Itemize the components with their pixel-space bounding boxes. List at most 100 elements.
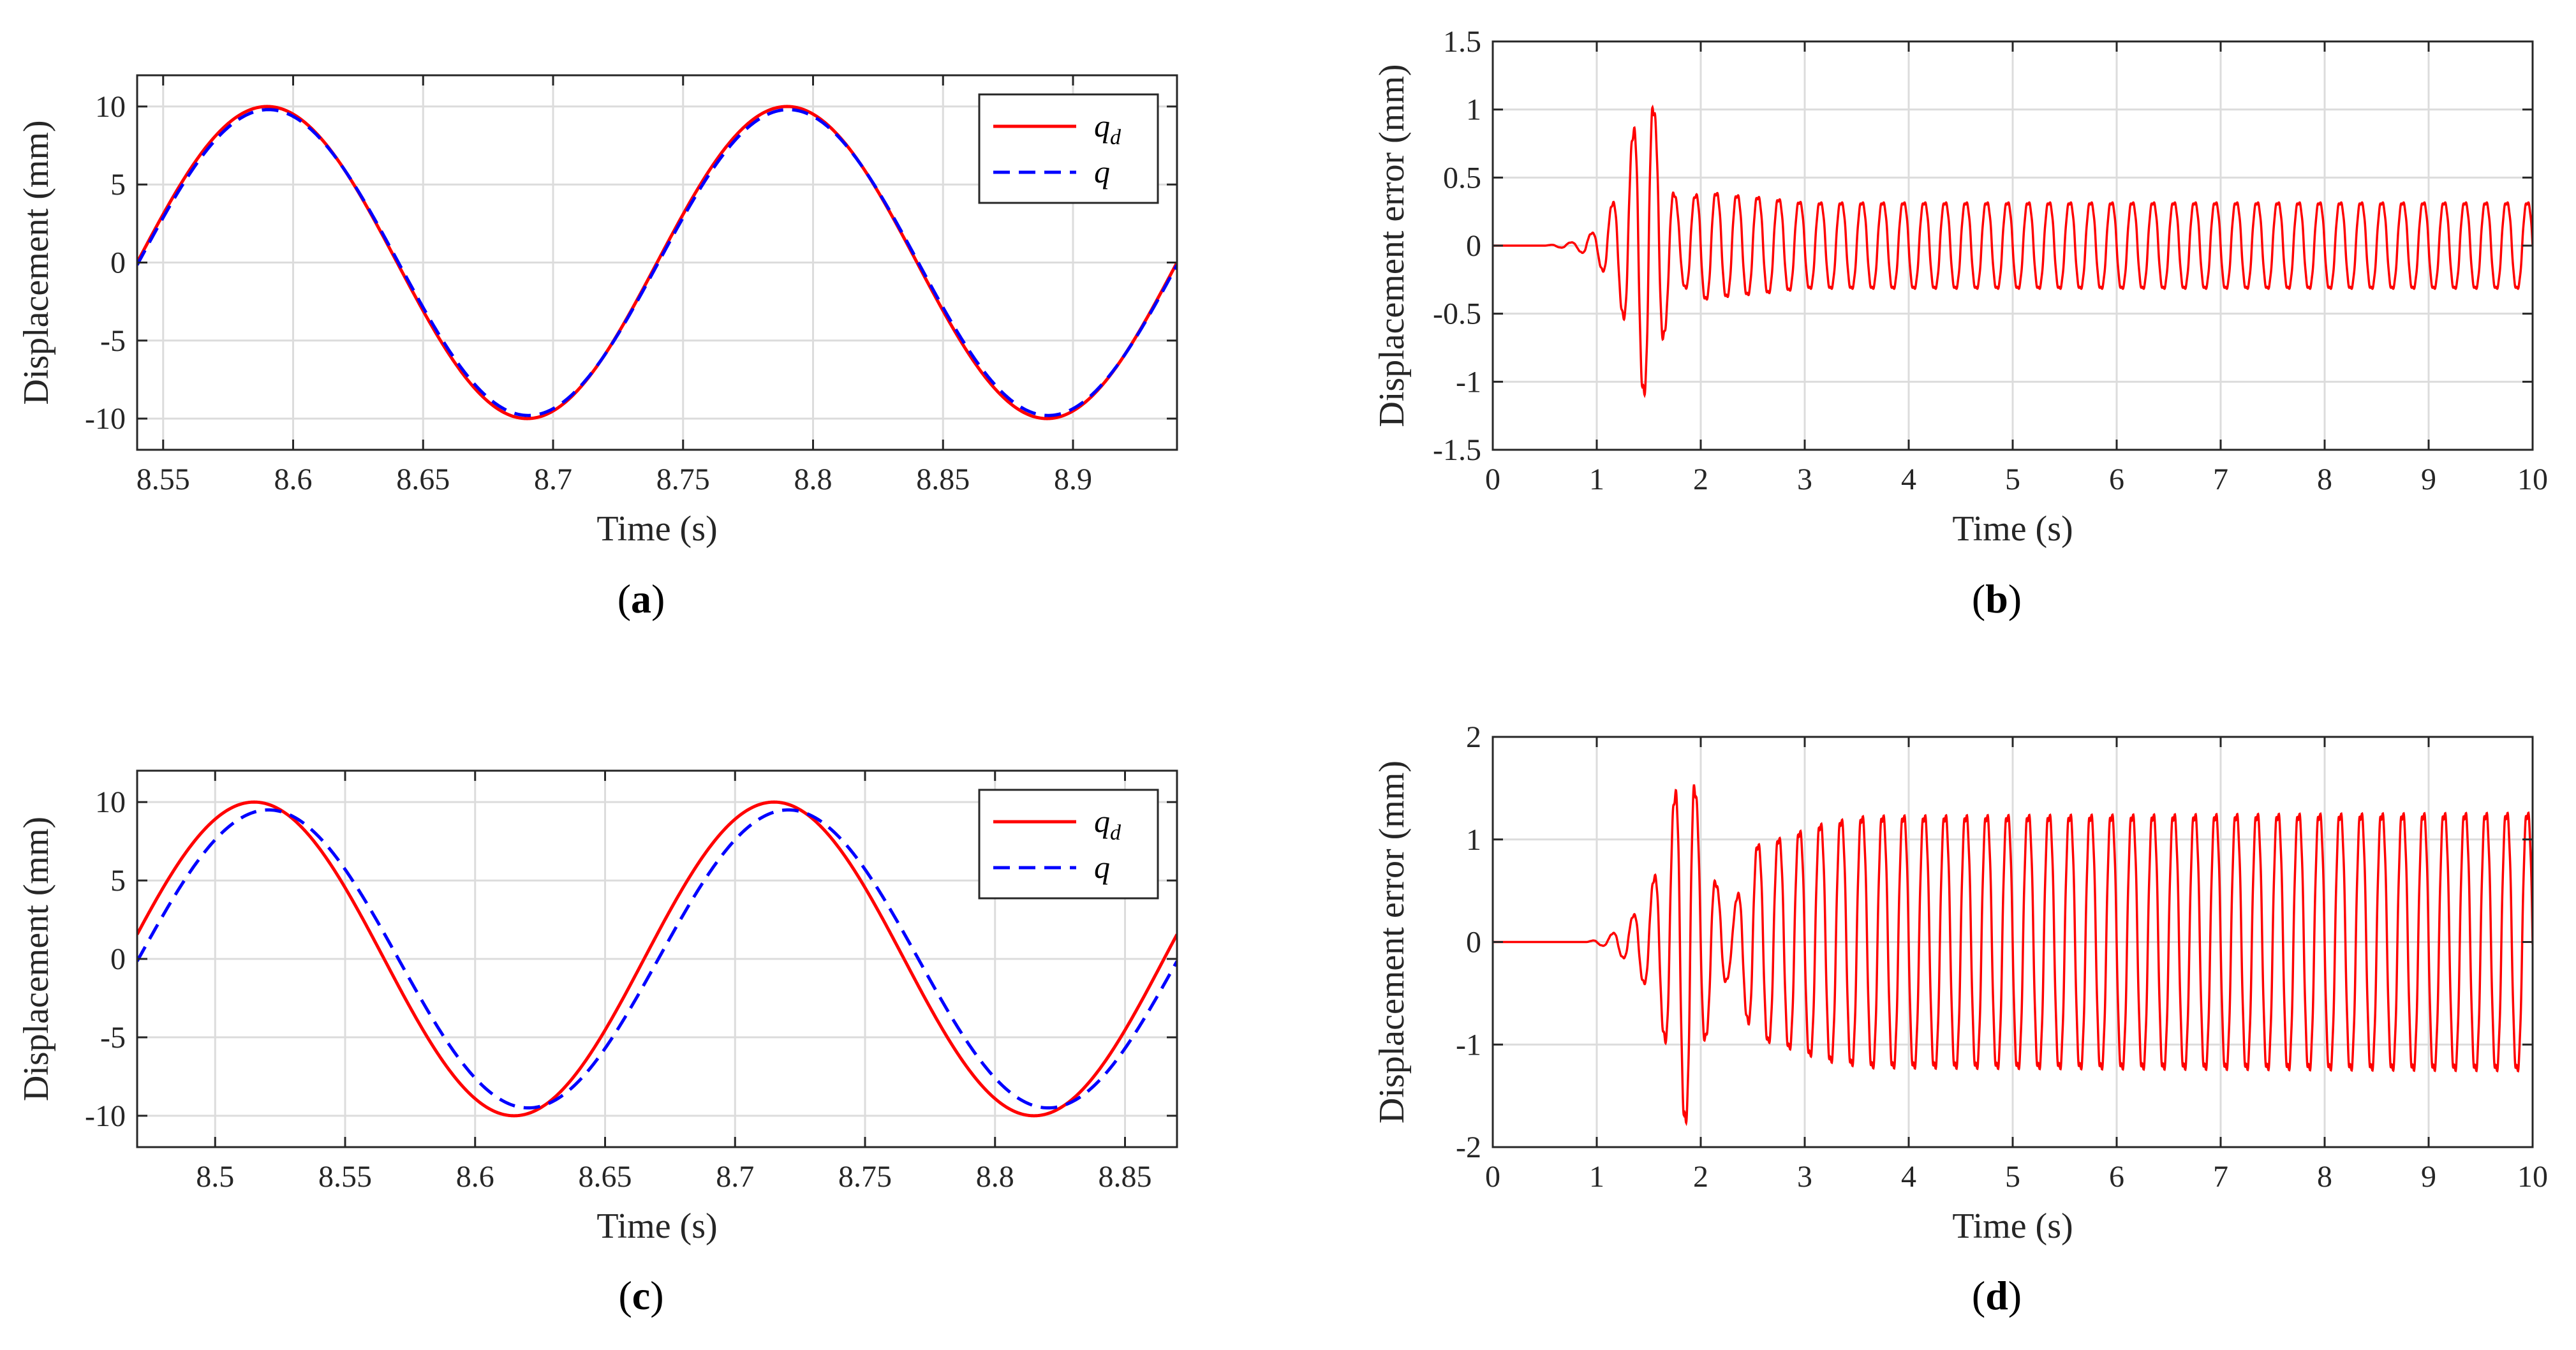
x-tick-label: 8.6 [456,1160,494,1194]
x-tick-label: 7 [2213,1160,2228,1194]
panel-label-open: ( [618,576,631,621]
y-axis-label: Displacement (mm) [17,120,56,404]
legend-box [978,93,1159,204]
x-tick-label: 1 [1589,1160,1604,1194]
panel-label: (b) [1972,576,2022,621]
x-tick-label: 8 [2317,463,2332,496]
chart-panel-d: 0 1 2 3 4 5 6 7 8 9 10 -2 -1 0 1 2 Time (s) Displacement … [1372,720,2548,1318]
panel-label-letter: c [632,1273,650,1318]
panel-label-close: ) [2008,576,2022,621]
legend-label-main: q [1094,849,1110,885]
x-tick-label: 2 [1693,1160,1708,1194]
panel-label-letter: a [631,576,651,621]
x-axis-label: Time (s) [1952,509,2073,549]
panel-label-close: ) [650,1273,663,1318]
x-tick-label: 8.7 [534,463,572,496]
x-tick-label: 8.5 [196,1160,234,1194]
y-tick-label: -10 [85,1099,126,1133]
x-tick-label: 0 [1485,463,1500,496]
y-tick-label: 0.5 [1443,161,1481,195]
y-tick-label: 2 [1466,720,1481,754]
panel-label-letter: d [1985,1273,2008,1318]
chart-panel-a: 8.55 8.6 8.65 8.7 8.75 8.8 8.85 8.9 -10 -5 0 5 10 Tim… [17,74,1178,621]
panel-label-open: ( [1972,576,1985,621]
y-tick-label: 5 [110,864,126,898]
legend-label-main: q [1094,803,1110,839]
y-tick-label: 10 [95,90,126,124]
y-tick-label: 5 [110,168,126,202]
x-tick-label: 1 [1589,463,1604,496]
x-tick-label: 8.75 [838,1160,892,1194]
x-tick-label: 8.55 [318,1160,372,1194]
legend: qdq [978,789,1159,900]
x-tick-label: 3 [1797,1160,1812,1194]
x-tick-label: 8.85 [916,463,970,496]
x-tick-label: 8 [2317,1160,2332,1194]
legend-label: q [1094,154,1110,189]
y-axis-label: Displacement error (mm) [1372,64,1412,427]
chart-panel-b: 0 1 2 3 4 5 6 7 8 9 10 -1.5 -1 -0.5 0 0.5 1 1.5 Time (s) Di… [1372,25,2548,621]
panel-label-letter: b [1985,576,2008,621]
series-line-q-d [137,800,1177,1118]
y-tick-label: 10 [95,785,126,819]
chart-panel-c: 8.5 8.55 8.6 8.65 8.7 8.75 8.8 8.85 -10 -5 0 5 10 Tim… [17,769,1178,1318]
x-tick-label: 4 [1901,1160,1916,1194]
x-tick-label: 8.75 [656,463,710,496]
legend-label: q [1094,849,1110,885]
series-line-error [1493,784,2533,1127]
x-axis-label: Time (s) [596,509,717,549]
x-tick-label: 3 [1797,463,1812,496]
x-tick-label: 0 [1485,1160,1500,1194]
y-tick-label: 0 [1466,229,1481,263]
legend-label-main: q [1094,108,1110,144]
x-tick-label: 8.6 [274,463,313,496]
legend-box [978,789,1159,900]
x-tick-label: 8.85 [1099,1160,1152,1194]
x-tick-label: 8.65 [396,463,450,496]
x-tick-label: 5 [2005,463,2020,496]
y-axis-label: Displacement (mm) [17,817,56,1101]
y-tick-label: -2 [1456,1131,1481,1164]
series-line-q [137,108,1177,417]
y-tick-label: 1.5 [1443,25,1481,59]
legend-label-subscript: d [1110,821,1121,845]
y-tick-label: 0 [1466,926,1481,960]
panel-label-close: ) [651,576,665,621]
y-tick-label: 0 [110,246,126,280]
y-tick-label: -5 [100,324,126,358]
x-tick-label: 4 [1901,463,1916,496]
x-axis-label: Time (s) [1952,1206,2073,1246]
x-tick-label: 8.8 [976,1160,1014,1194]
panel-label-open: ( [618,1273,632,1318]
x-tick-label: 10 [2517,1160,2548,1194]
y-tick-label: 1 [1466,823,1481,857]
y-tick-label: -10 [85,402,126,436]
legend-label-main: q [1094,154,1110,189]
panel-label: (c) [618,1273,663,1318]
x-tick-label: 6 [2109,463,2124,496]
x-tick-label: 5 [2005,1160,2020,1194]
y-tick-label: -0.5 [1433,297,1481,331]
x-tick-label: 8.8 [794,463,833,496]
y-tick-label: -5 [100,1021,126,1055]
x-tick-label: 9 [2421,463,2436,496]
y-tick-label: 1 [1466,93,1481,127]
x-tick-label: 6 [2109,1160,2124,1194]
y-tick-label: -1 [1456,1028,1481,1062]
x-tick-label: 10 [2517,463,2548,496]
y-tick-label: -1 [1456,365,1481,399]
x-tick-label: 8.65 [579,1160,632,1194]
x-tick-label: 2 [1693,463,1708,496]
x-axis-label: Time (s) [596,1206,717,1246]
panel-label-close: ) [2008,1273,2022,1318]
y-axis-label: Displacement error (mm) [1372,760,1412,1124]
panel-label: (a) [618,576,665,621]
x-tick-label: 8.9 [1054,463,1092,496]
x-tick-label: 8.7 [716,1160,754,1194]
panel-label-open: ( [1972,1273,1985,1318]
panel-label: (d) [1972,1273,2022,1318]
x-tick-label: 9 [2421,1160,2436,1194]
series-line-q [137,808,1177,1110]
legend-label-subscript: d [1110,126,1121,149]
